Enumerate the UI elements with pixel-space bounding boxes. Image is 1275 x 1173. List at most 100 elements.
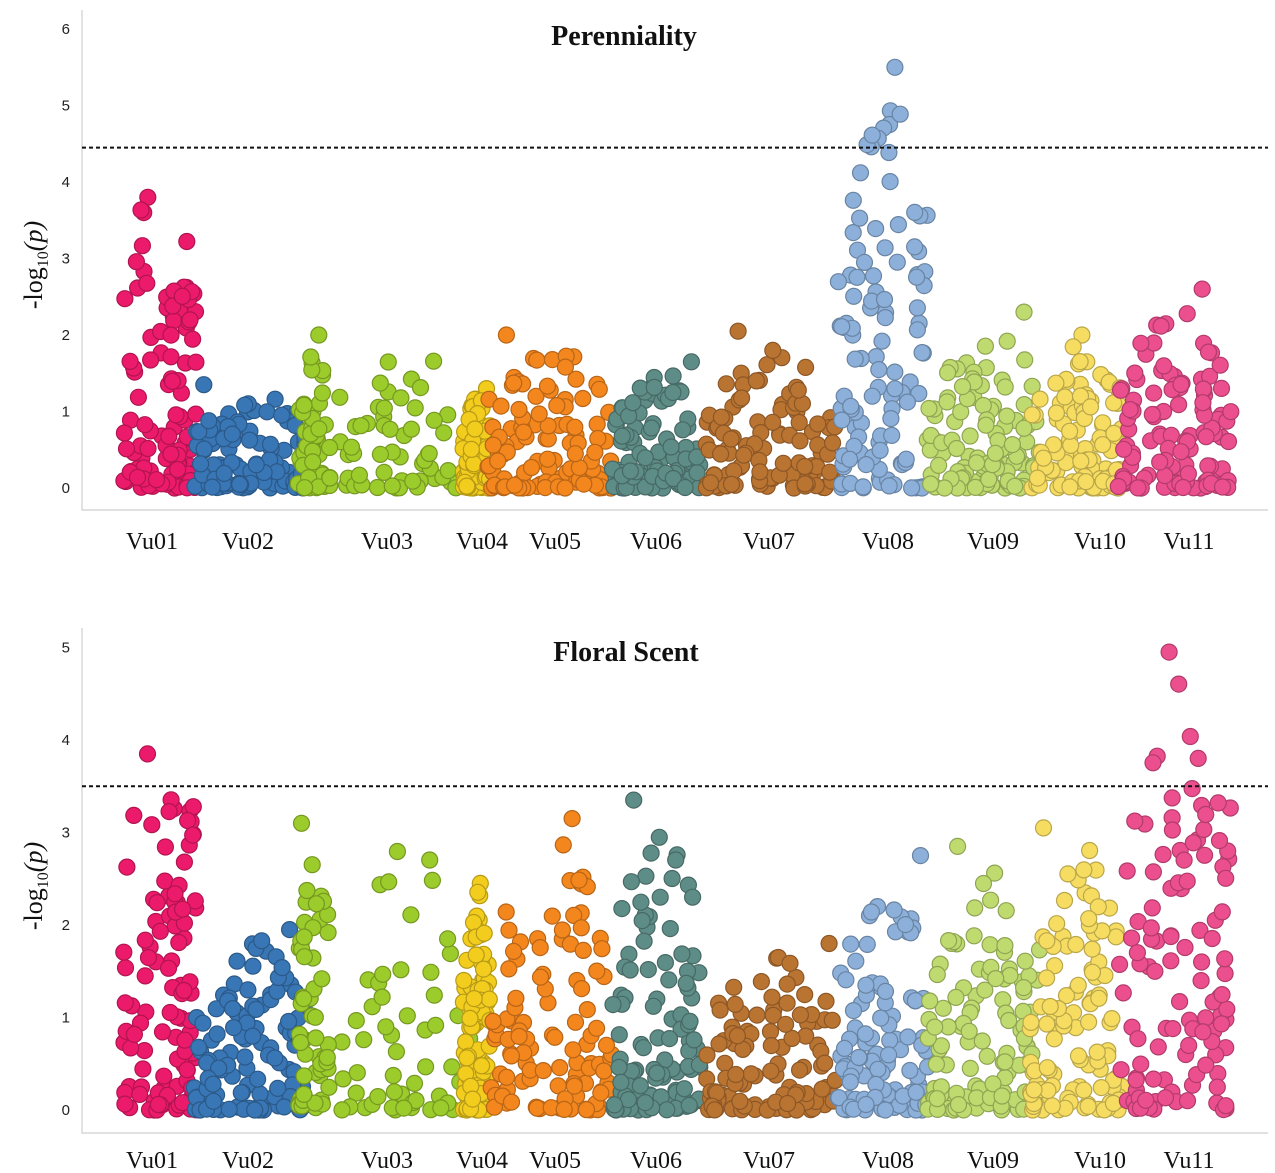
snp-point — [539, 994, 557, 1012]
snp-point — [1208, 1078, 1226, 1096]
snp-point — [876, 309, 894, 327]
snp-point — [204, 1075, 222, 1093]
snp-point — [883, 426, 901, 444]
snp-point — [539, 417, 557, 435]
snp-point — [1189, 749, 1207, 768]
snp-point — [147, 471, 166, 489]
snp-point — [1109, 477, 1127, 496]
snp-point — [965, 927, 983, 945]
snp-point — [247, 456, 265, 474]
snp-point — [548, 397, 566, 415]
floral-scent-title: Floral Scent — [553, 637, 699, 668]
y-tick-label: 1 — [62, 1010, 70, 1027]
snp-point — [1059, 865, 1077, 883]
snp-point — [572, 919, 590, 937]
snp-point — [553, 921, 572, 939]
snp-point — [876, 1101, 894, 1119]
perenniality-axes — [81, 10, 1268, 511]
chromosome-vu07-points — [697, 322, 844, 497]
snp-point — [976, 337, 995, 355]
snp-point — [748, 1006, 766, 1024]
snp-point — [1192, 971, 1210, 990]
snp-point — [304, 453, 322, 471]
snp-point — [817, 992, 835, 1010]
snp-point — [774, 454, 792, 472]
snp-point — [195, 376, 213, 394]
snp-point — [422, 963, 440, 981]
snp-point — [151, 922, 169, 940]
snp-point — [664, 367, 682, 385]
snp-point — [796, 457, 814, 476]
snp-point — [159, 959, 178, 977]
snp-point — [1222, 403, 1240, 421]
snp-point — [200, 412, 218, 430]
snp-point — [1209, 794, 1227, 812]
snp-point — [778, 1094, 797, 1113]
snp-point — [1178, 305, 1196, 323]
y-tick-label: 4 — [62, 174, 70, 191]
snp-point — [231, 475, 249, 493]
snp-point — [575, 475, 593, 493]
snp-point — [998, 407, 1016, 425]
snp-point — [910, 384, 928, 403]
snp-point — [840, 450, 859, 468]
snp-point — [190, 1038, 208, 1057]
snp-point — [190, 423, 208, 441]
snp-point — [905, 238, 924, 256]
snp-point — [928, 965, 946, 984]
snp-point — [133, 237, 151, 255]
snp-point — [136, 931, 154, 949]
snp-point — [500, 921, 518, 939]
snp-point — [921, 992, 939, 1010]
snp-point — [1194, 394, 1212, 412]
snp-point — [1023, 406, 1041, 424]
snp-point — [303, 856, 321, 874]
snp-point — [292, 1033, 310, 1052]
snp-point — [1093, 436, 1112, 454]
snp-point — [1031, 390, 1049, 408]
snp-point — [850, 209, 869, 227]
snp-point — [261, 435, 280, 453]
snp-point — [484, 436, 502, 454]
snp-point — [908, 321, 927, 339]
snp-point — [166, 885, 184, 903]
snp-point — [406, 399, 424, 417]
snp-point — [246, 1101, 264, 1119]
snp-point — [844, 224, 862, 242]
snp-point — [368, 478, 387, 497]
snp-point — [735, 446, 753, 464]
snp-point — [121, 352, 139, 370]
snp-point — [913, 344, 931, 362]
snp-point — [637, 867, 655, 885]
snp-point — [1175, 851, 1193, 869]
perenniality-y-axis-label: -log10(p) — [19, 221, 52, 309]
snp-point — [1129, 479, 1147, 497]
snp-point — [881, 1031, 899, 1050]
snp-point — [850, 1048, 868, 1067]
snp-point — [651, 888, 669, 906]
snp-point — [160, 802, 178, 821]
snp-point — [538, 377, 557, 395]
snp-point — [961, 1059, 979, 1078]
snp-point — [621, 462, 640, 480]
snp-point — [427, 1016, 445, 1034]
snp-point — [203, 478, 221, 496]
x-tick-label-vu10: Vu10 — [1074, 1148, 1126, 1173]
perenniality-x-ticks: Vu01 Vu02 Vu03 Vu04 Vu05 Vu06 Vu07 Vu08 Vu09 Vu10… — [126, 529, 1214, 555]
snp-point — [727, 1065, 745, 1084]
snp-point — [266, 390, 284, 408]
snp-point — [1126, 812, 1144, 830]
snp-point — [880, 143, 898, 162]
snp-point — [398, 1007, 416, 1025]
snp-point — [173, 287, 191, 305]
snp-point — [881, 173, 899, 191]
snp-point — [856, 1025, 875, 1043]
snp-point — [117, 440, 136, 458]
snp-point — [1203, 929, 1221, 948]
snp-point — [258, 403, 276, 421]
snp-point — [595, 1062, 613, 1080]
snp-point — [295, 1067, 313, 1085]
snp-point — [676, 478, 694, 497]
snp-point — [907, 1083, 925, 1101]
snp-point — [613, 427, 631, 445]
